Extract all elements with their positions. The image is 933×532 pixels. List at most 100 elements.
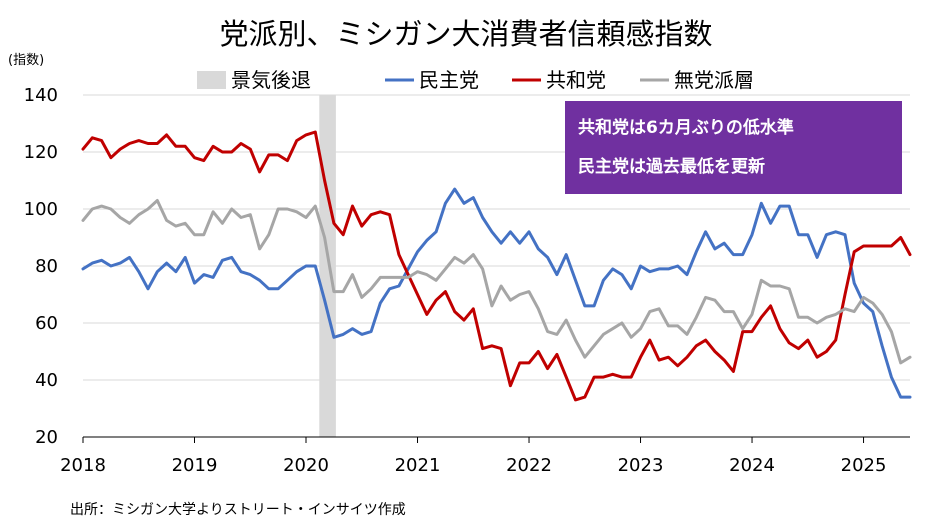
point-2-2021-06 xyxy=(463,262,465,264)
point-2-2025-02 xyxy=(872,302,874,304)
point-1-2024-03 xyxy=(769,305,771,307)
point-0-2021-07 xyxy=(472,196,474,198)
point-0-2019-02 xyxy=(203,273,205,275)
point-1-2024-05 xyxy=(788,342,790,344)
point-0-2020-08 xyxy=(370,330,372,332)
point-1-2023-10 xyxy=(723,359,725,361)
point-0-2020-01 xyxy=(305,265,307,267)
point-2-2023-10 xyxy=(723,310,725,312)
point-2-2024-11 xyxy=(844,308,846,310)
x-tick-label-2025: 2025 xyxy=(841,455,887,476)
point-2-2023-01 xyxy=(639,328,641,330)
point-1-2019-06 xyxy=(240,142,242,144)
point-0-2023-07 xyxy=(695,251,697,253)
point-2-2021-12 xyxy=(519,293,521,295)
point-0-2018-12 xyxy=(184,256,186,258)
point-1-2019-01 xyxy=(193,157,195,159)
point-1-2019-04 xyxy=(221,151,223,153)
point-1-2022-10 xyxy=(611,373,613,375)
point-2-2019-08 xyxy=(258,248,260,250)
point-1-2025-04 xyxy=(890,245,892,247)
point-2-2018-12 xyxy=(184,222,186,224)
point-2-2019-09 xyxy=(268,233,270,235)
point-1-2020-08 xyxy=(370,214,372,216)
point-0-2018-02 xyxy=(91,262,93,264)
point-0-2020-04 xyxy=(333,336,335,338)
point-2-2021-05 xyxy=(453,256,455,258)
point-2-2018-06 xyxy=(128,222,130,224)
point-2-2021-09 xyxy=(491,305,493,307)
point-0-2018-08 xyxy=(147,288,149,290)
point-2-2019-10 xyxy=(277,208,279,210)
point-1-2024-11 xyxy=(844,293,846,295)
point-1-2022-11 xyxy=(621,376,623,378)
point-0-2019-04 xyxy=(221,259,223,261)
legend: 景気後退 民主党 共和党 無党派層 xyxy=(197,68,754,92)
point-0-2021-01 xyxy=(416,251,418,253)
point-2-2021-01 xyxy=(416,271,418,273)
point-2-2018-04 xyxy=(110,208,112,210)
annotation-line-1: 共和党は6カ月ぶりの低水準 xyxy=(578,117,794,138)
point-0-2018-06 xyxy=(128,256,130,258)
point-0-2020-11 xyxy=(398,285,400,287)
point-0-2025-03 xyxy=(881,345,883,347)
point-2-2019-11 xyxy=(286,208,288,210)
point-0-2022-05 xyxy=(565,253,567,255)
point-0-2025-02 xyxy=(872,310,874,312)
point-2-2021-08 xyxy=(481,268,483,270)
point-1-2024-02 xyxy=(760,316,762,318)
point-0-2022-08 xyxy=(593,305,595,307)
point-1-2023-07 xyxy=(695,345,697,347)
point-1-2022-05 xyxy=(565,376,567,378)
x-tick-label-2022: 2022 xyxy=(506,455,552,476)
point-1-2022-03 xyxy=(546,367,548,369)
point-1-2020-01 xyxy=(305,134,307,136)
series-line-1 xyxy=(81,130,912,402)
point-0-2021-09 xyxy=(491,231,493,233)
point-2-2019-02 xyxy=(203,233,205,235)
point-0-2023-01 xyxy=(639,265,641,267)
point-1-2022-12 xyxy=(630,376,632,378)
point-0-2019-07 xyxy=(249,273,251,275)
point-0-2022-01 xyxy=(528,231,530,233)
point-1-2019-09 xyxy=(268,154,270,156)
point-1-2023-09 xyxy=(714,350,716,352)
point-2-2024-04 xyxy=(779,285,781,287)
chart-title: 党派別、ミシガン大消費者信頼感指数 xyxy=(219,17,712,51)
point-2-2022-11 xyxy=(621,322,623,324)
point-2-2023-02 xyxy=(649,310,651,312)
point-0-2024-02 xyxy=(760,202,762,204)
point-1-2019-07 xyxy=(249,148,251,150)
x-tick-label-2018: 2018 xyxy=(60,455,106,476)
point-2-2021-04 xyxy=(444,268,446,270)
point-2-2019-03 xyxy=(212,211,214,213)
point-2-2021-10 xyxy=(500,285,502,287)
point-1-2022-08 xyxy=(593,376,595,378)
point-1-2020-07 xyxy=(361,225,363,227)
point-0-2023-02 xyxy=(649,271,651,273)
point-2-2023-07 xyxy=(695,316,697,318)
y-tick-label-140: 140 xyxy=(24,85,58,106)
point-2-2023-08 xyxy=(704,296,706,298)
point-1-2020-06 xyxy=(351,205,353,207)
point-1-2025-01 xyxy=(862,245,864,247)
point-0-2021-06 xyxy=(463,202,465,204)
point-1-2021-12 xyxy=(519,362,521,364)
point-2-2025-06 xyxy=(909,356,911,358)
point-1-2018-02 xyxy=(91,137,93,139)
point-0-2018-07 xyxy=(138,271,140,273)
point-0-2022-06 xyxy=(574,279,576,281)
point-2-2022-05 xyxy=(565,319,567,321)
point-1-2024-10 xyxy=(834,339,836,341)
point-1-2022-07 xyxy=(584,396,586,398)
point-1-2024-09 xyxy=(825,350,827,352)
x-axis: 2018 2019 2020 2021 2022 2023 2024 2025 xyxy=(60,436,910,476)
point-1-2018-01 xyxy=(82,148,84,150)
point-0-2020-05 xyxy=(342,333,344,335)
point-0-2020-06 xyxy=(351,328,353,330)
point-2-2023-12 xyxy=(742,328,744,330)
point-1-2019-02 xyxy=(203,159,205,161)
point-2-2022-02 xyxy=(537,308,539,310)
point-0-2023-10 xyxy=(723,242,725,244)
point-2-2022-04 xyxy=(556,333,558,335)
